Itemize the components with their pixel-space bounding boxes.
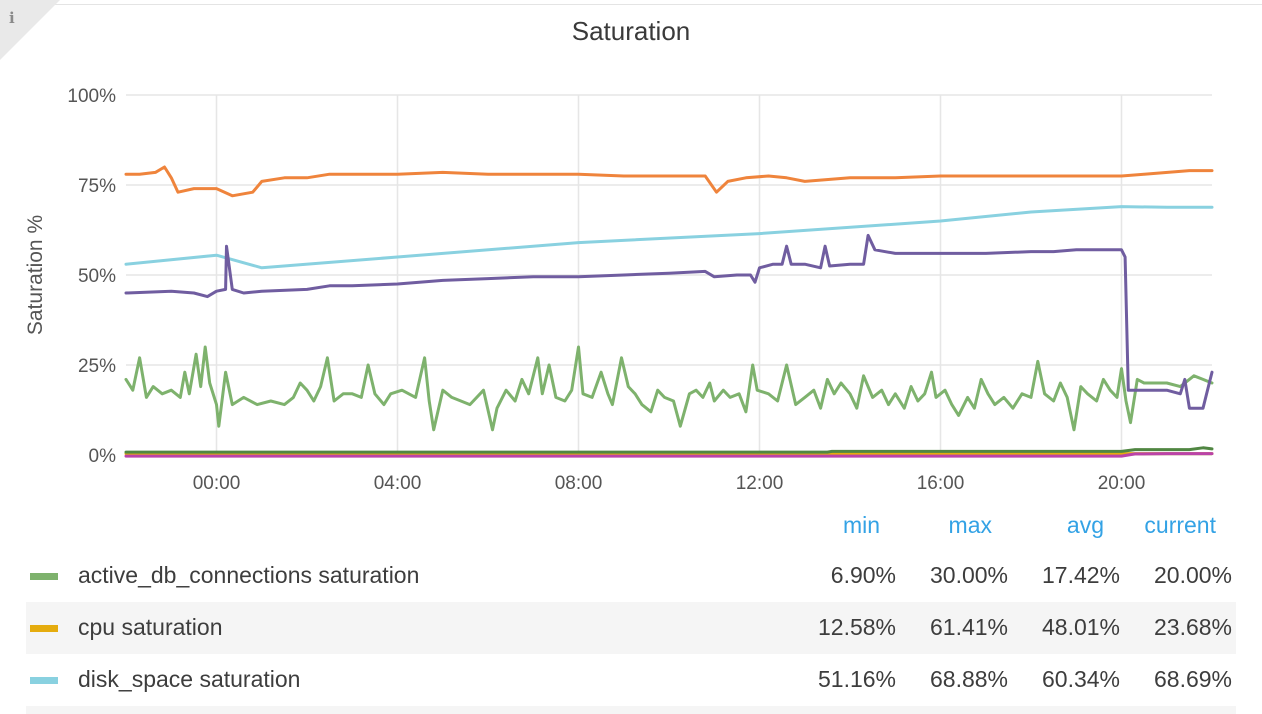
x-tick-label: 04:00	[374, 473, 422, 494]
series-color-swatch[interactable]	[30, 573, 58, 580]
series-line-3	[124, 205, 1214, 270]
series-min: 51.16%	[817, 666, 896, 692]
series-line-6	[124, 446, 1214, 454]
y-tick-label: 100%	[67, 86, 116, 107]
panel-title[interactable]: Saturation	[571, 16, 691, 46]
legend-row-partial	[26, 706, 1236, 714]
x-tick-label: 08:00	[555, 473, 603, 494]
legend-header-max[interactable]: max	[948, 512, 992, 538]
y-tick-label: 50%	[78, 266, 116, 287]
series-avg: 48.01%	[1041, 614, 1120, 640]
series-name[interactable]: active_db_connections saturation	[78, 562, 420, 588]
series-line-5	[124, 233, 1214, 410]
series-line-4	[124, 165, 1214, 198]
info-icon[interactable]: i	[9, 9, 15, 27]
series-min: 12.58%	[817, 614, 896, 640]
saturation-chart: 0% 25% 50% 75% 100% 00:00 04:00 08:00 12:00 16:00…	[24, 86, 1214, 494]
series-line-7	[124, 452, 1214, 458]
series-color-swatch[interactable]	[30, 677, 58, 684]
x-tick-label: 16:00	[917, 473, 965, 494]
legend-row[interactable]: cpu saturation 12.58% 61.41% 48.01% 23.6…	[26, 602, 1236, 654]
series-min: 6.90%	[830, 562, 896, 588]
legend-header-min[interactable]: min	[842, 512, 880, 538]
legend-header-avg[interactable]: avg	[1066, 512, 1104, 538]
legend-row[interactable]: active_db_connections saturation 6.90% 3…	[26, 550, 1236, 602]
series-line-1	[124, 345, 1214, 432]
series-color-swatch[interactable]	[30, 625, 58, 632]
series-avg: 60.34%	[1041, 666, 1120, 692]
series-max: 61.41%	[929, 614, 1008, 640]
y-tick-label: 0%	[89, 446, 117, 467]
x-tick-label: 00:00	[193, 473, 241, 494]
series-max: 68.88%	[929, 666, 1008, 692]
x-tick-label: 12:00	[736, 473, 784, 494]
series-current: 68.69%	[1153, 666, 1232, 692]
y-tick-label: 25%	[78, 356, 116, 377]
series-current: 23.68%	[1153, 614, 1232, 640]
series-max: 30.00%	[929, 562, 1008, 588]
series-current: 20.00%	[1153, 562, 1232, 588]
series-name[interactable]: cpu saturation	[78, 614, 223, 640]
legend-row[interactable]: disk_space saturation 51.16% 68.88% 60.3…	[26, 654, 1236, 706]
legend-header-current[interactable]: current	[1144, 512, 1216, 538]
y-axis-label: Saturation %	[24, 215, 47, 335]
series-avg: 17.42%	[1041, 562, 1120, 588]
x-tick-label: 20:00	[1098, 473, 1146, 494]
y-tick-label: 75%	[78, 176, 116, 197]
series-name[interactable]: disk_space saturation	[78, 666, 301, 692]
panel-info-corner[interactable]	[0, 0, 60, 60]
panel-border	[0, 4, 1262, 714]
